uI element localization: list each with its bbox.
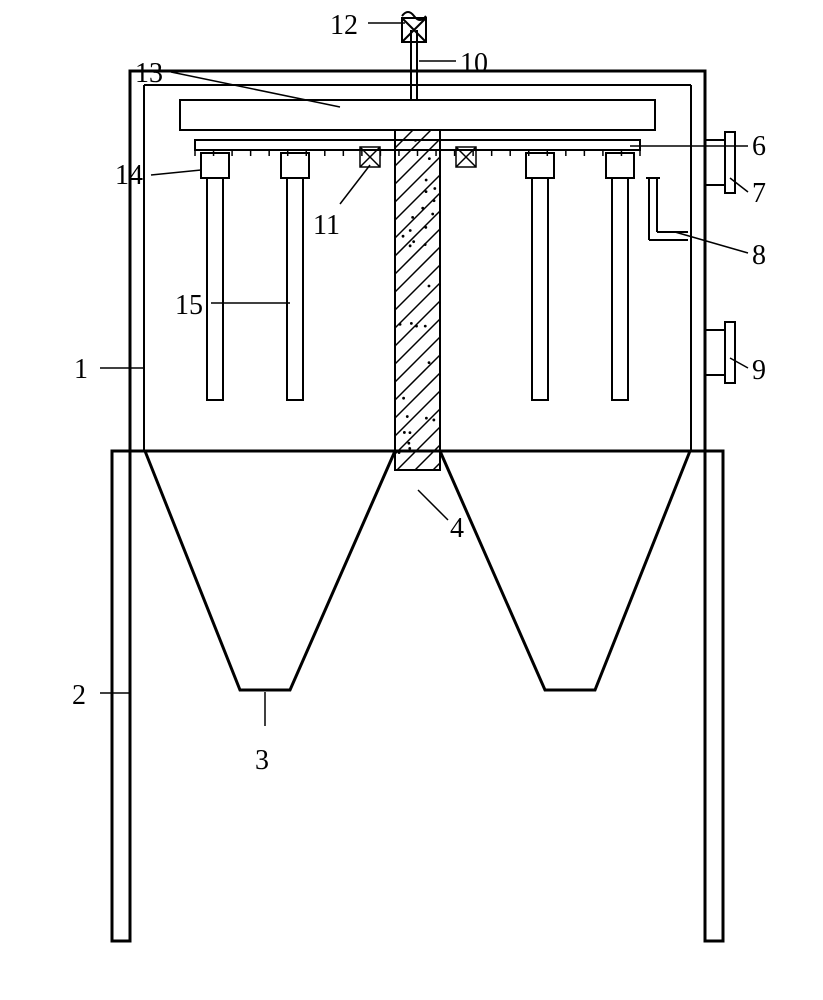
label-4: 4	[450, 513, 464, 545]
label-7: 7	[752, 178, 766, 210]
label-14: 14	[115, 160, 143, 192]
label-12: 12	[330, 10, 358, 42]
label-9: 9	[752, 355, 766, 387]
label-11: 11	[313, 210, 340, 242]
label-15: 15	[175, 290, 203, 322]
label-13: 13	[135, 58, 163, 90]
label-8: 8	[752, 240, 766, 272]
label-6: 6	[752, 131, 766, 163]
technical-drawing	[0, 0, 823, 1000]
label-2: 2	[72, 680, 86, 712]
label-3: 3	[255, 745, 269, 777]
label-10: 10	[460, 48, 488, 80]
label-1: 1	[74, 354, 88, 386]
